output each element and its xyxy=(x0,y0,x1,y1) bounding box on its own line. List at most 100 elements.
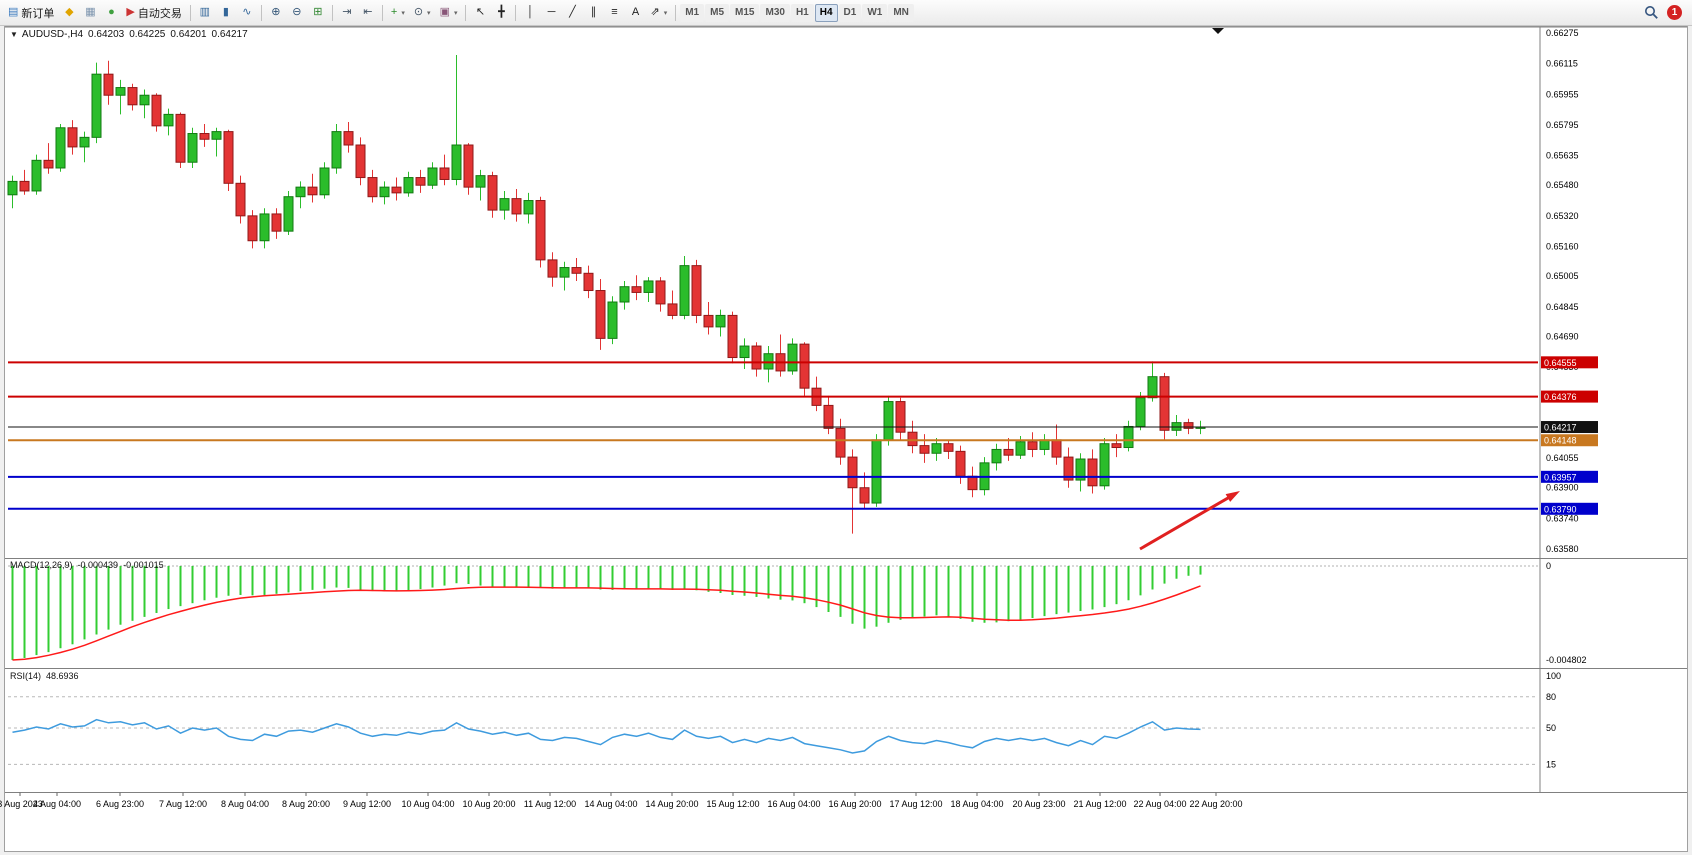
timeframe-h1-button[interactable]: H1 xyxy=(790,3,814,22)
notification-badge[interactable]: 1 xyxy=(1667,5,1682,20)
candle-body xyxy=(1015,441,1026,456)
timeframe-w1-button[interactable]: W1 xyxy=(862,3,888,22)
candle-body xyxy=(1051,439,1062,458)
candle-body xyxy=(487,175,498,211)
rsi-axis-label: 15 xyxy=(1546,759,1556,769)
chevron-down-icon: ▾ xyxy=(427,9,431,17)
timeframe-m1-button[interactable]: M1 xyxy=(680,3,705,22)
candle-body xyxy=(499,198,510,211)
candle-body xyxy=(79,136,90,148)
time-axis-label: 22 Aug 20:00 xyxy=(1189,799,1242,809)
candle-body xyxy=(67,127,78,148)
chevron-down-icon: ▾ xyxy=(453,9,458,17)
trendline-button[interactable]: ╱ xyxy=(562,3,582,23)
crosshair-button[interactable]: ╋ xyxy=(491,3,511,23)
toolbar-button-group: ▤ 新订单 ◆ ▦ ● ▶ 自动交易 ▥ ▮ ∿ ⊕ ⊖ ⊞ ⇥ ⇤ + ▾ ⊙ ▾ ▣ ▾ ↖ ╋ │ ─ ╱ ∥ ≡ A ⇗ ▾ xyxy=(4,3,679,23)
vertical-line-button[interactable]: │ xyxy=(520,3,540,23)
price-axis-label: 0.63740 xyxy=(1546,513,1579,523)
candle-body xyxy=(55,127,66,169)
candle-body xyxy=(127,87,138,106)
profile-button[interactable]: ◆ xyxy=(59,3,79,23)
periods-button[interactable]: ⊙ ▾ xyxy=(410,3,435,23)
time-axis-label: 4 Aug 04:00 xyxy=(33,799,81,809)
zoom-in-icon: ⊕ xyxy=(271,6,281,18)
price-axis-label: 0.63900 xyxy=(1546,483,1579,493)
indicators-button[interactable]: + ▾ xyxy=(387,3,409,23)
zoom-in-button[interactable]: ⊕ xyxy=(266,3,286,23)
text-label-button[interactable]: A xyxy=(625,3,645,23)
candle-body xyxy=(907,431,918,447)
autotrading-button[interactable]: ▶ 自动交易 xyxy=(122,3,185,23)
search-icon[interactable] xyxy=(1644,5,1659,20)
candle-body xyxy=(1123,425,1134,449)
data-window-button[interactable]: ▦ xyxy=(80,3,100,23)
chevron-down-icon: ▾ xyxy=(401,9,405,17)
candle-body xyxy=(655,280,666,305)
macd-name: MACD(12,26,9) xyxy=(10,560,73,570)
chart-line-icon: ∿ xyxy=(242,6,252,18)
candle-body xyxy=(859,487,870,504)
candle-body xyxy=(607,301,618,339)
auto-scroll-button[interactable]: ⇥ xyxy=(337,3,357,23)
cursor-button[interactable]: ↖ xyxy=(470,3,490,23)
time-axis-label: 3 Aug 2023 xyxy=(0,799,43,809)
symbol-dropdown-icon[interactable]: ▼ xyxy=(10,30,18,39)
chart-shift-button[interactable]: ⇤ xyxy=(358,3,378,23)
market-watch-button[interactable]: ● xyxy=(101,3,121,23)
time-axis-label: 20 Aug 23:00 xyxy=(1012,799,1065,809)
zoom-out-button[interactable]: ⊖ xyxy=(287,3,307,23)
data-window-icon: ▦ xyxy=(85,6,96,18)
toolbar-separator xyxy=(189,4,191,21)
auto-scroll-icon: ⇥ xyxy=(342,6,352,18)
main-toolbar: ▤ 新订单 ◆ ▦ ● ▶ 自动交易 ▥ ▮ ∿ ⊕ ⊖ ⊞ ⇥ ⇤ + ▾ ⊙ ▾ ▣ ▾ ↖ ╋ │ ─ ╱ ∥ ≡ A ⇗ ▾ M1 M… xyxy=(0,0,1692,26)
chart-bars-button[interactable]: ▥ xyxy=(195,3,215,23)
timeframe-d1-button[interactable]: D1 xyxy=(838,3,862,22)
autotrading-label: 自动交易 xyxy=(137,7,182,20)
channel-button[interactable]: ∥ xyxy=(583,3,603,23)
candle-body xyxy=(463,144,474,188)
arrows-icon: ⇗ xyxy=(650,6,660,18)
timeframe-m5-button[interactable]: M5 xyxy=(705,3,730,22)
rsi-axis-label: 100 xyxy=(1546,671,1561,681)
price-axis-label: 0.66275 xyxy=(1546,28,1579,38)
time-axis-label: 16 Aug 04:00 xyxy=(767,799,820,809)
chart-shift-marker[interactable] xyxy=(1212,28,1224,34)
time-axis-label: 10 Aug 20:00 xyxy=(462,799,515,809)
candle-body xyxy=(1027,441,1038,450)
timeframe-h4-button[interactable]: H4 xyxy=(814,3,838,22)
toolbar-separator xyxy=(331,4,333,21)
new-order-button[interactable]: ▤ 新订单 xyxy=(4,3,58,23)
time-axis-label: 8 Aug 04:00 xyxy=(221,799,269,809)
candle-body xyxy=(343,131,354,146)
candle-body xyxy=(1087,458,1098,487)
candle-body xyxy=(823,404,834,429)
price-axis-label: 0.65005 xyxy=(1546,271,1579,281)
price-axis-label: 0.65160 xyxy=(1546,241,1579,251)
new-order-label: 新订单 xyxy=(21,7,55,20)
chart-line-button[interactable]: ∿ xyxy=(237,3,257,23)
timeframe-m15-button[interactable]: M15 xyxy=(730,3,760,22)
toolbar-separator xyxy=(515,4,517,21)
time-axis-label: 18 Aug 04:00 xyxy=(950,799,1003,809)
timeframe-mn-button[interactable]: MN xyxy=(888,3,914,22)
new-order-icon: ▤ xyxy=(8,6,19,18)
trend-arrow-head[interactable] xyxy=(1225,491,1240,502)
tile-windows-button[interactable]: ⊞ xyxy=(308,3,328,23)
templates-button[interactable]: ▣ ▾ xyxy=(436,3,462,23)
time-axis-label: 17 Aug 12:00 xyxy=(889,799,942,809)
chart-header: ▼ AUDUSD-,H4 0.64203 0.64225 0.64201 0.64217 xyxy=(10,29,248,40)
chart-candles-button[interactable]: ▮ xyxy=(216,3,236,23)
arrows-button[interactable]: ⇗ ▾ xyxy=(646,3,671,23)
candle-body xyxy=(427,167,438,186)
candle-body xyxy=(115,87,126,96)
candle-body xyxy=(259,213,270,242)
candle-body xyxy=(43,159,54,169)
fibonacci-button[interactable]: ≡ xyxy=(604,3,624,23)
horizontal-line-button[interactable]: ─ xyxy=(541,3,561,23)
level-price-label: 0.64148 xyxy=(1544,436,1577,446)
timeframe-m30-button[interactable]: M30 xyxy=(760,3,790,22)
toolbar-separator xyxy=(260,4,262,21)
candle-body xyxy=(439,167,450,180)
trend-arrow-line[interactable] xyxy=(1139,495,1232,551)
